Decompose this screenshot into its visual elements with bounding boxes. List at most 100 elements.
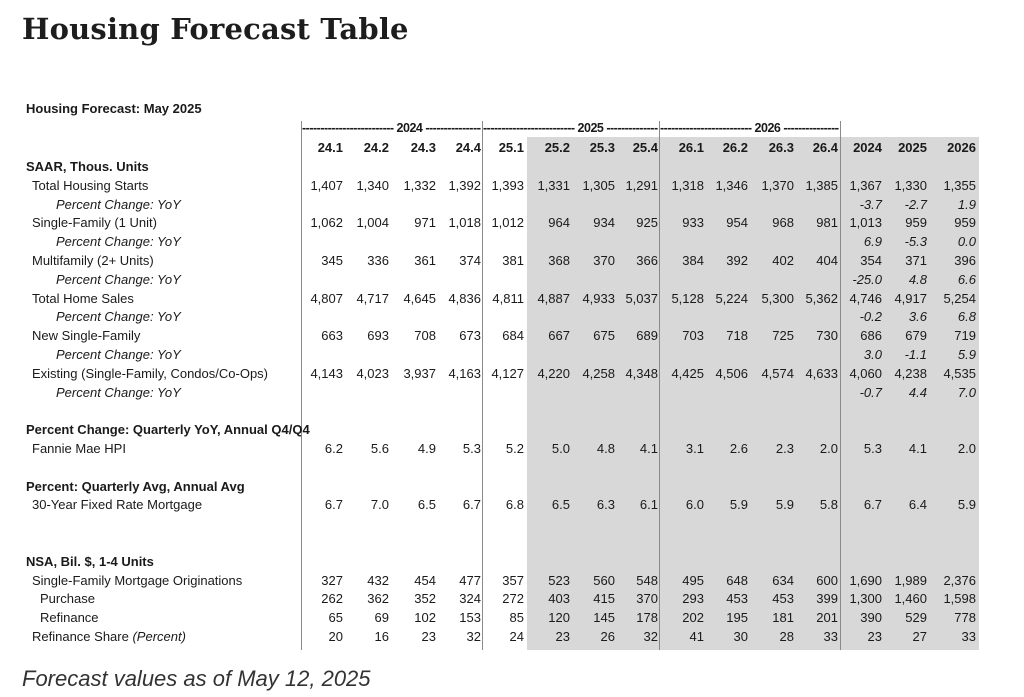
table-cell: 4.4 <box>908 384 927 400</box>
table-cell: 6.7 <box>863 497 882 513</box>
table-cell: 4,348 <box>625 365 658 381</box>
row-label: Total Housing Starts <box>32 178 148 193</box>
table-cell: 4,163 <box>448 365 481 381</box>
year-label: 2024 <box>396 121 423 135</box>
table-cell: 5.3 <box>863 441 882 456</box>
table-cell: 5.0 <box>551 441 570 456</box>
table-cell: 673 <box>459 328 481 344</box>
table-cell: 1,291 <box>625 177 658 193</box>
table-cell: 1,318 <box>671 177 704 193</box>
row-label-text: 30-Year Fixed Rate Mortgage <box>32 497 203 513</box>
table-cell: 1.9 <box>957 196 976 212</box>
table-cell: 26 <box>600 629 615 644</box>
table-cell: 404 <box>816 253 838 268</box>
table-cell: 1,367 <box>849 177 882 193</box>
year-label: 2026 <box>754 121 781 135</box>
table-cell: 477 <box>459 572 481 588</box>
table-cell: 370 <box>593 253 615 268</box>
column-header: 26.2 <box>722 140 748 155</box>
column-header: 2025 <box>898 140 927 155</box>
section-header: NSA, Bil. $, 1-4 Units <box>26 554 154 569</box>
table-cell: 4,023 <box>356 365 389 381</box>
year-group-header: ------------------------- 2025 ---------… <box>483 121 658 135</box>
table-cell: 1,018 <box>448 215 481 231</box>
table-cell: 1,330 <box>894 177 927 193</box>
column-header: 26.4 <box>812 140 838 155</box>
table-cell: 7.0 <box>370 497 389 513</box>
table-cell: 1,331 <box>537 177 570 193</box>
table-cell: 1,392 <box>448 177 481 193</box>
table-cell: 1,355 <box>943 177 976 193</box>
row-label-text: Percent Change: YoY <box>56 347 181 362</box>
table-cell: 679 <box>905 328 927 344</box>
table-cell: 968 <box>772 215 794 231</box>
table-cell: 4,535 <box>943 365 976 381</box>
year-group-header: ------------------------- 2026 ---------… <box>660 121 839 135</box>
row-label-text: Purchase <box>40 591 95 607</box>
table-cell: 32 <box>643 629 658 644</box>
table-cell: 1,460 <box>894 591 927 607</box>
table-cell: 33 <box>823 629 838 644</box>
row-label-text: Total Home Sales <box>32 290 134 306</box>
table-cell: 954 <box>726 215 748 231</box>
table-cell: 65 <box>328 610 343 626</box>
table-cell: 324 <box>459 591 481 607</box>
table-cell: 1,305 <box>582 177 615 193</box>
row-label: Purchase <box>40 591 95 606</box>
table-cell: 4,811 <box>492 290 524 306</box>
table-cell: 6.0 <box>685 497 704 513</box>
table-cell: 23 <box>421 629 436 644</box>
table-cell: 934 <box>593 215 615 231</box>
table-cell: 5,224 <box>715 290 748 306</box>
table-cell: 3.1 <box>685 441 704 456</box>
table-cell: 4.8 <box>908 271 927 287</box>
table-cell: 6.3 <box>596 497 615 513</box>
table-cell: 1,340 <box>356 177 389 193</box>
row-label-text: Refinance <box>40 610 99 626</box>
column-divider <box>840 121 841 650</box>
table-cell: 181 <box>772 610 794 626</box>
table-cell: 201 <box>816 610 838 626</box>
section-header: Percent Change: Quarterly YoY, Annual Q4… <box>26 422 310 437</box>
table-cell: 5.9 <box>957 497 976 513</box>
row-label-text: NSA, Bil. $, 1-4 Units <box>26 553 154 569</box>
table-cell: 402 <box>772 253 794 268</box>
table-cell: 600 <box>816 572 838 588</box>
table-cell: 23 <box>867 629 882 644</box>
column-header: 26.1 <box>678 140 704 155</box>
table-cell: 392 <box>726 253 748 268</box>
table-cell: 6.8 <box>505 497 524 513</box>
table-cell: 102 <box>414 610 436 626</box>
table-cell: 719 <box>954 328 976 344</box>
table-cell: 6.8 <box>957 309 976 325</box>
table-cell: 352 <box>414 591 436 607</box>
table-cell: 730 <box>816 328 838 344</box>
table-cell: 2.0 <box>957 441 976 456</box>
footnote: Forecast values as of May 12, 2025 <box>22 666 371 691</box>
row-label: Existing (Single-Family, Condos/Co-Ops) <box>32 366 268 381</box>
table-cell: -5.3 <box>904 234 927 250</box>
table-cell: 6.5 <box>417 497 436 513</box>
row-label: Fannie Mae HPI <box>32 441 126 456</box>
table-cell: 663 <box>321 328 343 344</box>
table-cell: 6.7 <box>324 497 343 513</box>
table-cell: 4,425 <box>671 365 704 381</box>
table-cell: 454 <box>414 572 436 588</box>
table-cell: 361 <box>414 253 436 268</box>
row-label-text: New Single-Family <box>32 328 141 344</box>
table-cell: -0.7 <box>859 384 882 400</box>
table-cell: 120 <box>548 610 570 626</box>
table-cell: 5,254 <box>943 290 976 306</box>
table-cell: 453 <box>726 591 748 607</box>
table-cell: 3,937 <box>403 365 436 381</box>
table-cell: 5,300 <box>761 290 794 306</box>
row-label: Multifamily (2+ Units) <box>32 253 154 268</box>
column-header: 25.3 <box>589 140 615 155</box>
table-cell: 178 <box>636 610 658 626</box>
table-cell: 32 <box>466 629 481 644</box>
table-cell: 495 <box>682 572 704 588</box>
row-label-text: Existing (Single-Family, Condos/Co-Ops) <box>32 365 268 381</box>
table-cell: 202 <box>682 610 704 626</box>
table-cell: 4,887 <box>537 290 570 306</box>
table-cell: 4,143 <box>310 365 343 381</box>
